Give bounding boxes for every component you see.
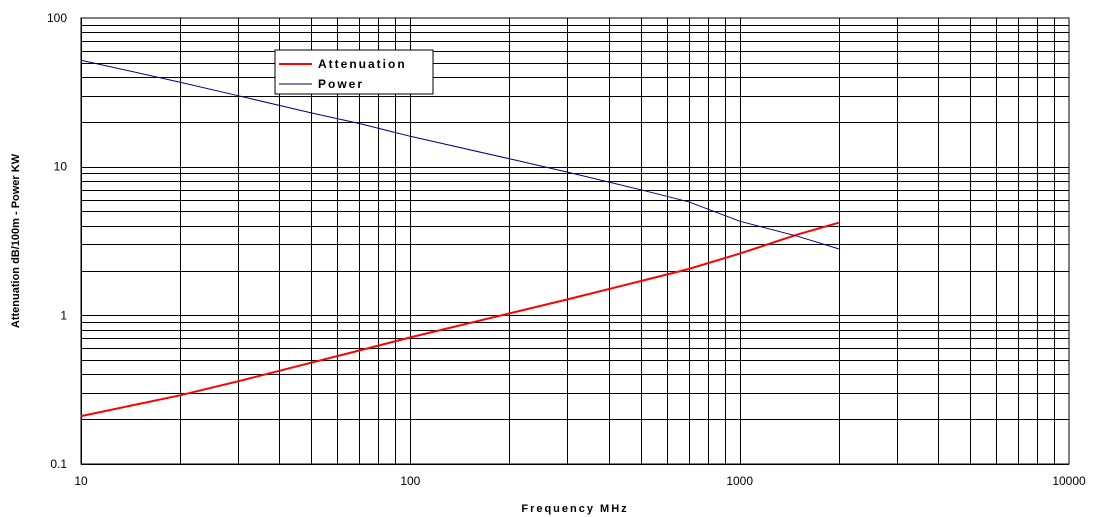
grid (81, 18, 1069, 465)
x-tick-label: 1000 (726, 474, 753, 488)
y-tick-label: 0.1 (50, 457, 67, 471)
series-line-power (80, 59, 839, 250)
y-tick-label: 10 (54, 160, 68, 174)
x-axis-title: Frequency MHz (521, 503, 628, 515)
plot-frame (80, 17, 1070, 465)
y-tick-label: 1 (60, 308, 67, 322)
y-axis-title: Attenuation dB/100m - Power KW (10, 153, 22, 328)
legend-label-power: Power (318, 77, 364, 91)
series-layer (80, 59, 840, 418)
series-line-attenuation (80, 221, 840, 418)
y-tick-label: 100 (47, 11, 67, 25)
x-tick-label: 10000 (1052, 474, 1086, 488)
legend: Attenuation Power (274, 49, 434, 95)
x-tick-label: 10 (74, 474, 88, 488)
y-tick-labels: 0.1 1 10 100 (47, 11, 67, 471)
x-tick-label: 100 (400, 474, 420, 488)
legend-label-attenuation: Attenuation (318, 57, 407, 71)
x-tick-labels: 10 100 1000 10000 (74, 474, 1086, 488)
legend-box (274, 49, 434, 95)
